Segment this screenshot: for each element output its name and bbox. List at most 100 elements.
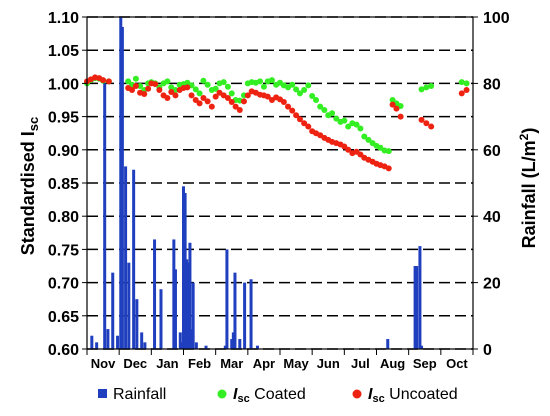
coated-point bbox=[418, 86, 425, 93]
rainfall-bar bbox=[182, 186, 185, 349]
uncoated-point bbox=[301, 120, 308, 127]
uncoated-point bbox=[232, 103, 239, 110]
coated-point bbox=[257, 78, 264, 85]
legend: Rainfall Isc Coated Isc Uncoated bbox=[98, 386, 458, 405]
left-tick-label: 0.95 bbox=[48, 110, 79, 127]
coated-point bbox=[293, 86, 300, 93]
rainfall-bar bbox=[106, 329, 110, 349]
rainfall-bar bbox=[116, 335, 120, 349]
right-tick-label: 100 bbox=[483, 10, 510, 27]
uncoated-point bbox=[228, 98, 235, 105]
legend-coated-label: Isc Coated bbox=[233, 386, 306, 405]
y-left-axis-label: Standardised Isc bbox=[18, 117, 41, 256]
uncoated-point bbox=[172, 92, 179, 99]
coated-point bbox=[353, 121, 360, 128]
coated-point bbox=[428, 83, 435, 90]
uncoated-point bbox=[184, 84, 191, 91]
month-tick-label: Dec bbox=[123, 356, 147, 371]
rainfall-bar bbox=[127, 262, 131, 349]
coated-point bbox=[317, 103, 324, 110]
coated-point bbox=[220, 79, 227, 86]
uncoated-point bbox=[156, 87, 163, 94]
left-axis-ticks: 0.60 0.65 0.70 0.75 0.80 0.85 0.90 0.95 1.00 1.05… bbox=[48, 10, 87, 359]
uncoated-point bbox=[129, 87, 136, 94]
left-tick-label: 0.75 bbox=[48, 242, 79, 259]
rainfall-bar bbox=[223, 345, 227, 349]
rainfall-bar bbox=[188, 242, 192, 349]
coated-point bbox=[301, 87, 308, 94]
uncoated-point bbox=[280, 98, 287, 105]
legend-uncoated-sub: sc bbox=[372, 393, 384, 405]
left-tick-label: 1.00 bbox=[48, 76, 79, 93]
coated-point bbox=[321, 106, 328, 113]
uncoated-point bbox=[168, 89, 175, 96]
coated-point bbox=[224, 83, 231, 90]
right-axis-ticks: 0 20 40 60 80 100 bbox=[473, 10, 510, 359]
rainfall-bar bbox=[173, 269, 177, 349]
y-right-label-main: Rainfall (L/m bbox=[519, 140, 539, 248]
rainfall-bar bbox=[238, 339, 242, 349]
uncoated-point bbox=[289, 107, 296, 114]
rainfall-bar bbox=[233, 272, 237, 349]
uncoated-point bbox=[285, 103, 292, 110]
left-tick-label: 0.70 bbox=[48, 276, 79, 293]
uncoated-point bbox=[296, 116, 303, 123]
uncoated-point bbox=[224, 95, 231, 102]
rainfall-bar bbox=[153, 239, 157, 349]
rainfall-bar bbox=[413, 266, 417, 349]
uncoated-point bbox=[458, 90, 465, 97]
month-tick-label: May bbox=[283, 356, 309, 371]
month-tick-label: Jul bbox=[351, 356, 370, 371]
legend-uncoated-label: Isc Uncoated bbox=[368, 386, 458, 405]
uncoated-point bbox=[385, 165, 392, 172]
y-right-label-sup: 2 bbox=[517, 133, 531, 140]
uncoated-point bbox=[293, 112, 300, 119]
coated-point bbox=[204, 81, 211, 88]
rainfall-bar bbox=[190, 329, 194, 349]
uncoated-point bbox=[244, 92, 251, 99]
uncoated-point bbox=[132, 83, 139, 90]
uncoated-point bbox=[141, 91, 148, 98]
coated-point bbox=[305, 82, 312, 89]
coated-point bbox=[423, 84, 430, 91]
coated-point bbox=[137, 83, 144, 90]
coated-series bbox=[84, 75, 470, 155]
legend-coated-rest: Coated bbox=[250, 386, 306, 403]
right-tick-label: 0 bbox=[483, 342, 492, 359]
rainfall-bar bbox=[243, 282, 247, 349]
uncoated-point bbox=[208, 103, 215, 110]
coated-point bbox=[341, 117, 348, 124]
uncoated-point bbox=[397, 113, 404, 120]
coated-point bbox=[458, 79, 465, 86]
uncoated-point bbox=[463, 87, 470, 94]
y-left-label-sub: sc bbox=[26, 117, 41, 131]
legend-rainfall-label: Rainfall bbox=[113, 386, 166, 403]
uncoated-point bbox=[305, 123, 312, 130]
coated-point bbox=[164, 78, 171, 85]
month-tick-label: Apr bbox=[253, 356, 275, 371]
coated-point bbox=[345, 123, 352, 130]
rainfall-bar bbox=[178, 332, 182, 349]
rainfall-bar bbox=[172, 239, 176, 349]
uncoated-point bbox=[100, 77, 107, 84]
y-right-label-end: ) bbox=[519, 128, 539, 134]
rainfall-bar bbox=[111, 272, 115, 349]
uncoated-point bbox=[389, 101, 396, 108]
coated-point bbox=[463, 80, 470, 87]
rainfall-bar bbox=[420, 345, 424, 349]
coated-point bbox=[212, 85, 219, 92]
rainfall-bar bbox=[159, 289, 163, 349]
coated-point bbox=[365, 136, 372, 143]
uncoated-point bbox=[345, 146, 352, 153]
month-tick-label: Jun bbox=[317, 356, 340, 371]
legend-rainfall-marker bbox=[98, 389, 107, 398]
rainfall-bar bbox=[204, 345, 208, 349]
uncoated-point bbox=[105, 78, 112, 85]
uncoated-point bbox=[423, 120, 430, 127]
coated-point bbox=[260, 83, 267, 90]
y-right-axis-label: Rainfall (L/m2) bbox=[517, 128, 539, 249]
coated-point bbox=[196, 90, 203, 97]
left-tick-label: 0.60 bbox=[48, 342, 79, 359]
rainfall-bar bbox=[135, 299, 139, 349]
